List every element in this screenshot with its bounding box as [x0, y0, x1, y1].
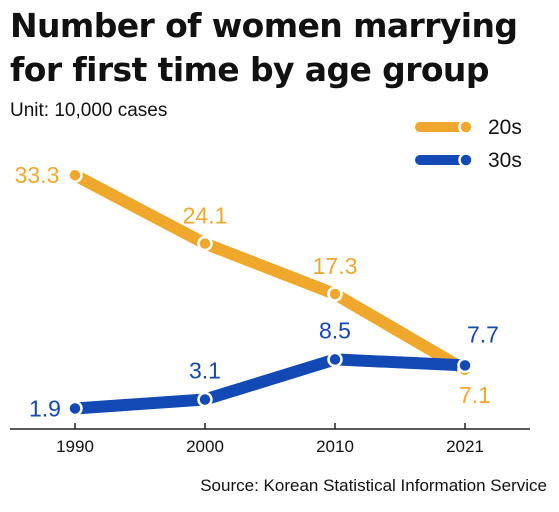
data-label-30s: 8.5 [319, 317, 351, 343]
series-line-20s [69, 169, 471, 376]
data-point-20s [327, 286, 343, 302]
data-label-20s: 7.1 [459, 382, 491, 408]
x-tick-label: 2021 [446, 437, 484, 456]
data-labels: 33.3 24.1 17.3 7.1 1.9 3.1 8.5 7.7 [15, 162, 499, 421]
series-line-30s [69, 353, 471, 415]
x-tick-label: 2000 [186, 437, 224, 456]
data-point-20s [67, 167, 83, 183]
legend-label-20s: 20s [488, 116, 522, 139]
data-label-20s: 33.3 [15, 162, 60, 188]
chart-title: Number of women marrying for first time … [10, 6, 518, 89]
data-point-20s [197, 235, 213, 252]
data-point-30s [67, 400, 83, 417]
data-label-20s: 24.1 [183, 203, 228, 229]
data-label-30s: 7.7 [467, 321, 499, 347]
series-group [67, 167, 473, 417]
data-point-30s [327, 351, 343, 368]
data-label-30s: 3.1 [189, 358, 221, 384]
x-tick-label: 2010 [316, 437, 354, 456]
data-label-20s: 17.3 [313, 253, 358, 279]
data-point-30s [457, 357, 473, 374]
data-label-30s: 1.9 [29, 395, 61, 421]
legend-marker-20s [458, 119, 474, 135]
data-point-30s [197, 391, 213, 408]
source-note: Source: Korean Statistical Information S… [200, 476, 547, 495]
unit-label: Unit: 10,000 cases [10, 100, 168, 121]
legend-label-30s: 30s [488, 149, 522, 172]
x-axis-ticks: 1990 2000 2010 2021 [56, 423, 484, 456]
x-tick-label: 1990 [56, 437, 94, 456]
legend-marker-30s [458, 152, 474, 168]
